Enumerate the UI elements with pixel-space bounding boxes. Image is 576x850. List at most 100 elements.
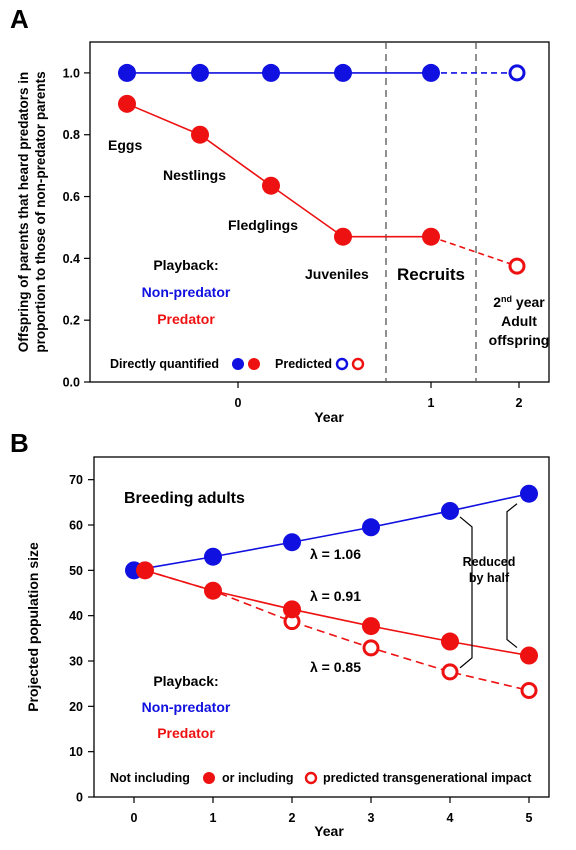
panel-a-legend-nonpredator: Non-predator (142, 284, 231, 300)
reduced-by-half-bracket (459, 503, 518, 669)
panel-a-x-axis: 0 1 2 (235, 382, 523, 410)
b-ytick-label: 10 (69, 745, 83, 759)
b-xtick-label: 1 (210, 811, 217, 825)
a-point-predicted-0 (508, 64, 526, 82)
bracket-right (506, 503, 518, 649)
legend-marker-red-open (351, 357, 365, 371)
b-point-1-1 (204, 581, 222, 600)
b-xtick-label: 4 (447, 811, 454, 825)
panel-b-legend-predicted-impact: predicted transgenerational impact (323, 771, 532, 785)
b-point-1-5 (520, 646, 538, 665)
b-point-0-1 (204, 547, 222, 566)
lambda-nonpredator: λ = 1.06 (310, 546, 361, 562)
legend-marker-red-open-b (304, 771, 318, 785)
b-point-0-4 (441, 501, 459, 520)
a-xtick-label: 2 (516, 396, 523, 410)
a-ytick-label: 0.6 (63, 190, 80, 204)
a-ytick-label: 0.4 (63, 252, 80, 266)
b-point-0-5 (520, 484, 538, 503)
a-point-0-3 (334, 63, 352, 82)
section-label-recruits: Recruits (397, 265, 465, 284)
b-xtick-label: 5 (526, 811, 533, 825)
b-point-1-3 (362, 617, 380, 636)
b-point-1-2 (283, 600, 301, 619)
a-xtick-label: 1 (428, 396, 435, 410)
a-point-1-1 (191, 125, 209, 144)
end-label-line2: Adult (501, 313, 537, 329)
b-ytick-label: 0 (76, 791, 83, 805)
panel-b-series-lines (133, 492, 530, 692)
b-xtick-label: 0 (131, 811, 138, 825)
b-point-0-3 (362, 518, 380, 537)
b-point-2-5 (520, 681, 538, 699)
panel-b: B 0 10 20 30 40 50 60 70 0 1 2 3 4 5 Breeding adults… (10, 428, 550, 839)
stage-label-fledglings: Fledglings (228, 217, 298, 233)
panel-b-series-points (125, 484, 538, 699)
b-point-2-3 (362, 639, 380, 657)
b-ytick-label: 20 (69, 700, 83, 714)
bracket-label-line1: Reduced (463, 555, 516, 569)
bracket-label-line2: by half (469, 571, 510, 585)
a-point-1-2 (262, 176, 280, 195)
b-xtick-label: 2 (289, 811, 296, 825)
panel-b-y-label: Projected population size (25, 542, 41, 712)
end-label-line3: offspring (489, 332, 550, 348)
panel-b-legend-title: Playback: (153, 673, 218, 689)
panel-b-title: Breeding adults (124, 490, 245, 507)
panel-b-legend-nonpredator: Non-predator (142, 699, 231, 715)
b-point-0-2 (283, 533, 301, 552)
a-ytick-label: 0.2 (63, 314, 80, 328)
a-ytick-label: 0.8 (63, 128, 80, 142)
panel-a-x-label: Year (314, 409, 344, 425)
panel-a-label: A (10, 4, 29, 34)
legend-marker-blue-open (335, 357, 349, 371)
b-ytick-label: 60 (69, 519, 83, 533)
stage-label-juveniles: Juveniles (305, 266, 369, 282)
panel-b-legend-predator: Predator (157, 725, 215, 741)
panel-b-x-axis: 0 1 2 3 4 5 (131, 797, 533, 825)
end-label-line1: 2nd year (493, 294, 545, 310)
bracket-left (459, 516, 473, 669)
b-point-1-4 (441, 632, 459, 651)
panel-b-y-axis: 0 10 20 30 40 50 60 70 (69, 473, 94, 805)
a-point-0-4 (422, 63, 440, 82)
panel-a-legend-predator: Predator (157, 311, 215, 327)
a-ytick-label: 1.0 (63, 66, 80, 80)
a-ytick-label: 0.0 (63, 376, 80, 390)
b-point-1-0 (136, 561, 154, 580)
b-series-line-2 (144, 569, 530, 692)
lambda-predicted: λ = 0.85 (310, 659, 361, 675)
a-point-predicted-1 (508, 257, 526, 275)
a-point-1-0 (118, 94, 136, 113)
legend-marker-red-filled-b (203, 772, 215, 784)
panel-b-plot-frame (93, 456, 550, 798)
legend-marker-red-filled (248, 358, 260, 370)
b-ytick-label: 70 (69, 473, 83, 487)
a-series-predicted-line-1 (430, 235, 518, 267)
panel-a-series-points (118, 63, 526, 275)
panel-a-y-axis: 0.0 0.2 0.4 0.6 0.8 1.0 (63, 66, 90, 390)
panel-a-legend-predicted: Predicted (275, 357, 332, 371)
panel-a-legend-directly: Directly quantified (110, 357, 219, 371)
panel-b-legend-or-including: or including (222, 771, 294, 785)
a-point-0-2 (262, 63, 280, 82)
panel-a-y-label-line2: proportion to those of non-predator pare… (33, 71, 48, 352)
b-ytick-label: 50 (69, 564, 83, 578)
panel-b-label: B (10, 428, 29, 458)
b-xtick-label: 3 (368, 811, 375, 825)
stage-label-nestlings: Nestlings (163, 167, 226, 183)
a-point-0-1 (191, 63, 209, 82)
panel-b-legend-not-including: Not including (110, 771, 190, 785)
a-point-0-0 (118, 63, 136, 82)
panel-b-x-label: Year (314, 823, 344, 839)
lambda-predator: λ = 0.91 (310, 588, 361, 604)
b-ytick-label: 30 (69, 655, 83, 669)
panel-a-legend-title: Playback: (153, 257, 218, 273)
panel-a-y-label-line1: Offspring of parents that heard predator… (16, 72, 31, 353)
a-point-1-3 (334, 227, 352, 246)
panel-a-plot-frame (89, 41, 550, 383)
b-point-2-4 (441, 663, 459, 681)
b-series-line-0 (133, 492, 530, 572)
